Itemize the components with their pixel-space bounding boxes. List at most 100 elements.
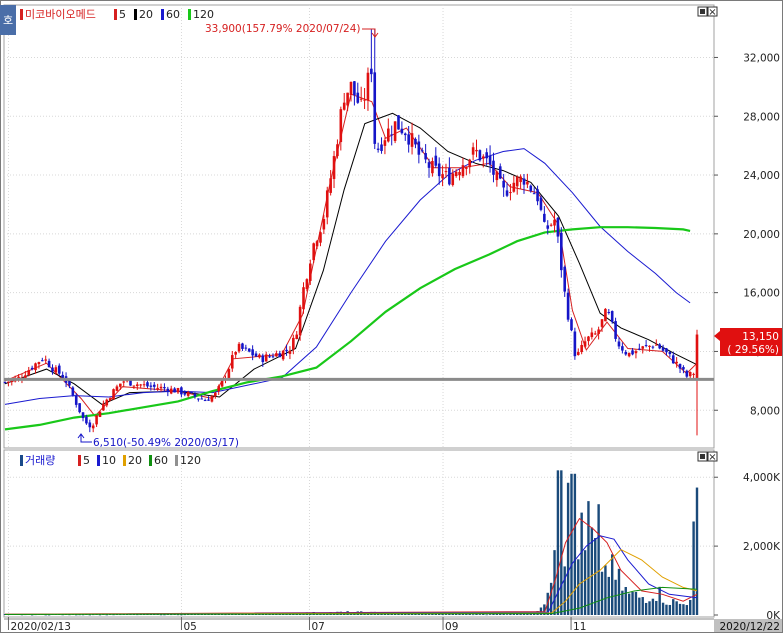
volume-bar [417, 614, 421, 615]
x-axis: 2020/02/13 05 07 09 11 2020/12/22 [4, 617, 782, 633]
volume-bar [563, 566, 566, 615]
volume-bar [624, 587, 627, 615]
candle-body [258, 354, 261, 358]
candle-body [434, 155, 438, 166]
volume-bar [437, 613, 441, 615]
candle-body [51, 367, 54, 372]
volume-legend-title: 거래량 [25, 454, 55, 467]
high-annotation-arrow [362, 28, 376, 36]
candle-body [675, 361, 678, 364]
candle-body [332, 156, 336, 179]
candle-body [251, 349, 254, 356]
candle-body [30, 367, 34, 370]
volume-bar [98, 614, 102, 616]
volume-ma-line-60 [4, 586, 698, 615]
volume-bar [604, 565, 607, 615]
candle-body [54, 367, 58, 373]
candle-body [261, 355, 265, 363]
candle-body [298, 306, 302, 336]
x-axis-label: 09 [445, 621, 458, 633]
candle-body [353, 81, 356, 96]
candle-body [563, 266, 567, 292]
volume-legend-ma-swatch [149, 455, 152, 466]
candle-body [495, 171, 499, 181]
candle-body [590, 332, 594, 338]
volume-bar [573, 473, 577, 615]
candle-body [580, 344, 583, 353]
price-tick-label: 8,000 [750, 405, 780, 417]
window-marker[interactable] [0, 5, 16, 35]
candle-body [566, 292, 570, 320]
candle-body [322, 218, 326, 230]
close-button[interactable] [707, 6, 718, 17]
volume-bar [682, 604, 685, 615]
volume-bar [465, 613, 468, 615]
candle-body [74, 395, 78, 405]
current-price-value: 13,150 [742, 331, 779, 343]
candle-body [441, 174, 444, 179]
volume-bar [651, 598, 655, 615]
low-annotation-arrow [80, 434, 92, 443]
candle-body [638, 348, 641, 350]
candle-body [244, 347, 248, 349]
candle-body [210, 396, 214, 402]
candle-body [604, 308, 607, 322]
legend-ma-label: 60 [166, 8, 180, 21]
candle-body [302, 287, 305, 310]
candle-body [685, 370, 689, 377]
candle-body [468, 159, 472, 168]
volume-bar [492, 613, 495, 615]
volume-legend-ma-swatch [97, 455, 100, 466]
candle-body [308, 263, 312, 281]
price-tick-label: 28,000 [743, 111, 780, 123]
candle-body [560, 232, 563, 271]
volume-bar [587, 501, 590, 615]
candle-body [220, 379, 224, 387]
volume-bar [543, 604, 546, 615]
candle-body [268, 356, 271, 358]
volume-close-button[interactable] [707, 451, 718, 462]
candle-body [624, 351, 628, 355]
candle-body [27, 370, 31, 376]
legend-ma-swatch [188, 9, 191, 20]
candle-body [271, 356, 275, 358]
candle-body [295, 334, 299, 339]
low-annotation: 6,510(-50.49% 2020/03/17) [77, 433, 239, 449]
candle-body [556, 217, 560, 237]
legend-ma-label: 120 [193, 8, 214, 21]
candle-body [3, 382, 7, 384]
candle-body [203, 400, 207, 402]
candle-body [342, 102, 346, 110]
volume-bar [495, 613, 499, 615]
window-marker-glyph: 호 [3, 14, 13, 27]
candle-body [621, 346, 624, 351]
volume-bar [658, 586, 661, 615]
volume-bar [75, 614, 78, 616]
volume-bar [577, 559, 580, 615]
candle-body [349, 81, 353, 96]
candle-body [288, 350, 292, 354]
volume-bar [634, 591, 638, 615]
candle-body [512, 182, 516, 192]
candle-body [373, 72, 377, 144]
candle-body [498, 166, 502, 179]
candle-body [363, 99, 366, 101]
volume-bar [458, 613, 461, 615]
volume-bar [621, 590, 624, 615]
candle-body [641, 346, 645, 349]
volume-legend-ma-label: 20 [128, 454, 142, 467]
volume-ma-line-10 [4, 535, 698, 615]
low-annotation-arrowhead [77, 433, 85, 439]
volume-ma-line-20 [4, 548, 698, 615]
volume-bar [631, 592, 634, 615]
candle-body [668, 351, 672, 355]
candle-body [519, 176, 522, 183]
candle-body [437, 163, 441, 177]
volume-bar [665, 604, 668, 615]
volume-bar [655, 600, 658, 615]
candle-body [24, 375, 27, 378]
volume-bar [678, 603, 682, 615]
candle-body [488, 155, 492, 165]
x-axis-end-label: 2020/12/22 [719, 621, 780, 633]
volume-bar [580, 512, 583, 615]
